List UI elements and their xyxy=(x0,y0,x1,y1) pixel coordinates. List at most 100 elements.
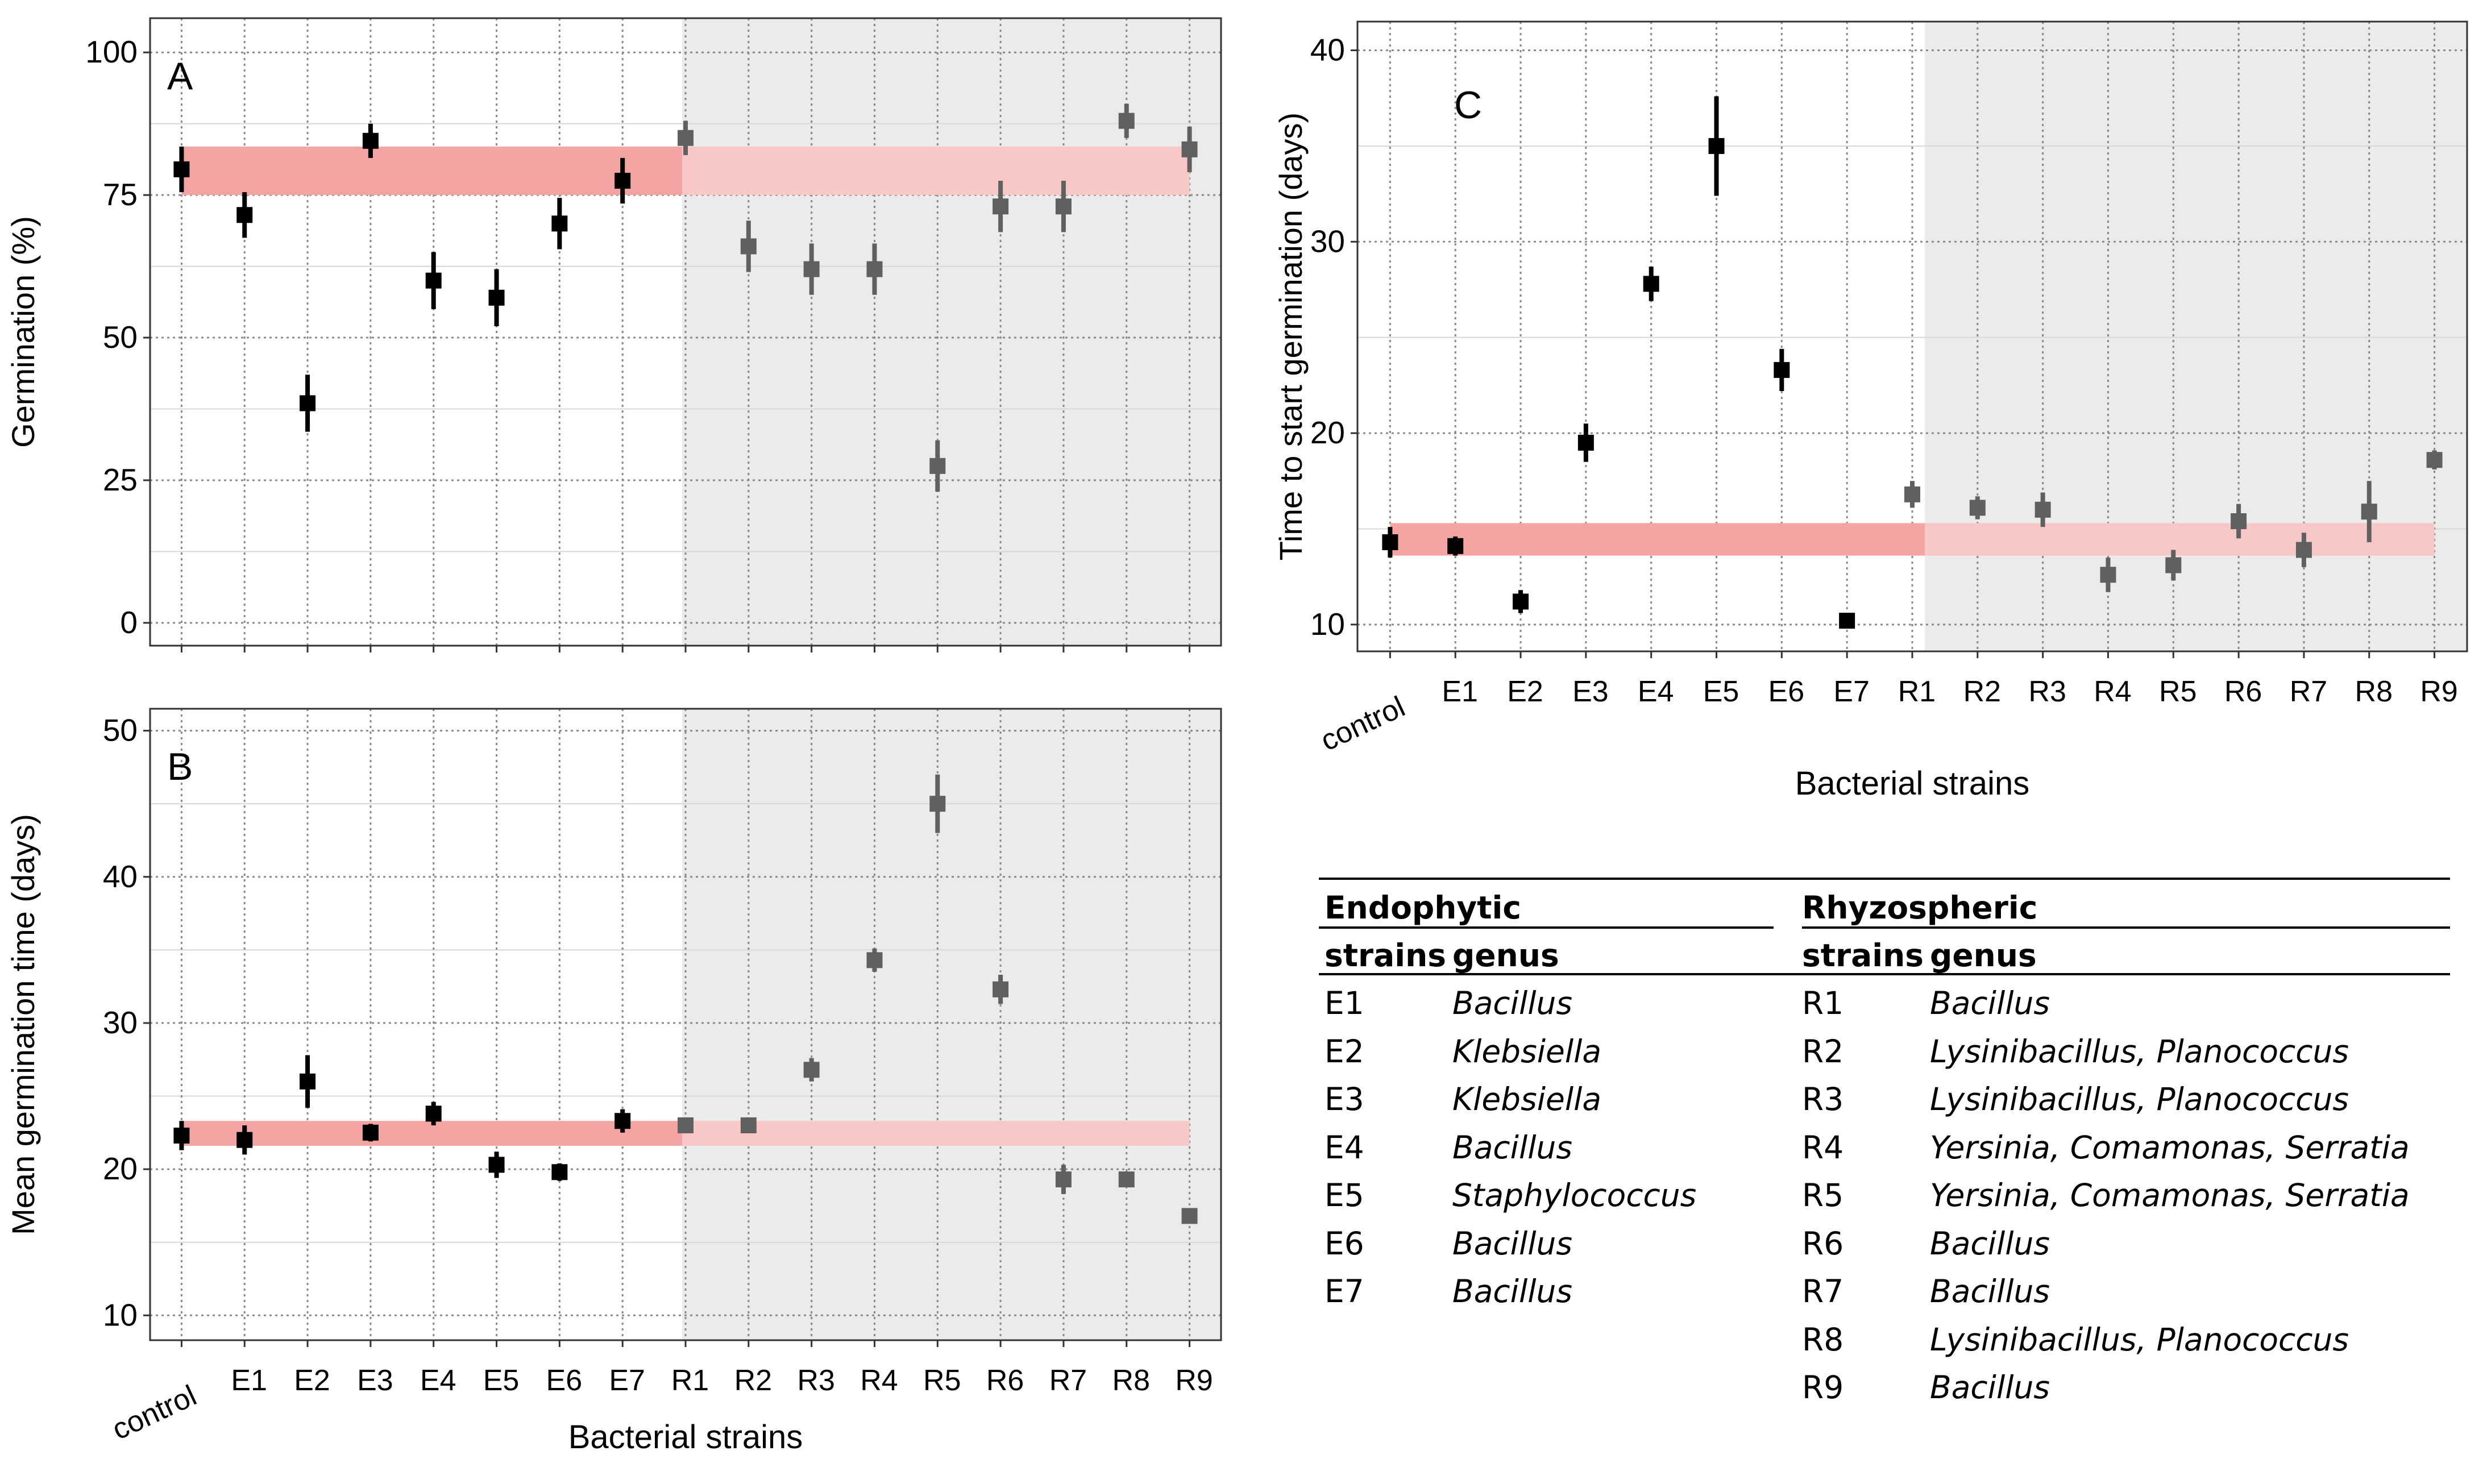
point-a-r4 xyxy=(866,261,883,277)
y-tick-label-a: 100 xyxy=(85,34,138,69)
point-c-r6 xyxy=(2231,513,2247,529)
y-tick-label-c: 10 xyxy=(1310,606,1345,642)
point-a-e5 xyxy=(488,289,505,306)
point-c-r1 xyxy=(1904,486,1920,502)
x-tick-label-c: E5 xyxy=(1703,675,1739,708)
x-tick-label-c: R6 xyxy=(2224,675,2262,708)
x-tick-label-b: E2 xyxy=(294,1364,330,1397)
point-a-r3 xyxy=(803,261,820,277)
point-b-e5 xyxy=(488,1157,505,1173)
point-b-e2 xyxy=(300,1073,316,1090)
point-c-r9 xyxy=(2426,452,2443,468)
y-tick-label-b: 10 xyxy=(103,1297,138,1332)
x-tick-label-c: R7 xyxy=(2290,675,2327,708)
point-a-r2 xyxy=(740,238,757,255)
rhyzospheric-strain-cell: R9 xyxy=(1802,1369,1844,1406)
point-a-r9 xyxy=(1181,141,1198,157)
rhyzospheric-header-rule xyxy=(1802,926,2450,929)
rhyzospheric-genus-cell: Bacillus xyxy=(1930,1273,2050,1310)
x-tick-label-b: E5 xyxy=(483,1364,520,1397)
x-tick-label-b: R1 xyxy=(671,1364,709,1397)
x-tick-label-b: R9 xyxy=(1175,1364,1213,1397)
rhyzospheric-header: Rhyzospheric xyxy=(1802,889,2038,926)
y-tick-label-b: 50 xyxy=(103,713,138,748)
x-tick-label-c: R3 xyxy=(2028,675,2066,708)
x-tick-label-c: E3 xyxy=(1572,675,1609,708)
rhyzospheric-strains-header: strains xyxy=(1802,937,1924,974)
point-a-control xyxy=(173,161,190,177)
endophytic-header-rule xyxy=(1319,926,1774,929)
x-tick-label-c: E2 xyxy=(1507,675,1543,708)
endophytic-genus-cell: Bacillus xyxy=(1452,985,1573,1021)
endophytic-strain-cell: E6 xyxy=(1324,1225,1364,1262)
point-a-e1 xyxy=(236,207,253,223)
x-tick-label-b: R8 xyxy=(1112,1364,1150,1397)
point-c-e3 xyxy=(1577,434,1594,451)
table-header-bottom-rule xyxy=(1319,973,2450,975)
point-b-r6 xyxy=(993,981,1009,997)
x-axis-label-c: Bacterial strains xyxy=(1795,765,2030,802)
point-a-r5 xyxy=(929,458,946,474)
table-top-rule xyxy=(1319,878,2450,880)
y-tick-label-a: 75 xyxy=(103,177,138,212)
point-b-e7 xyxy=(614,1113,631,1129)
panel-label-a: A xyxy=(167,55,193,98)
point-a-r6 xyxy=(993,198,1009,215)
point-b-r4 xyxy=(866,952,883,968)
point-c-r2 xyxy=(1969,500,1986,516)
point-a-e4 xyxy=(425,272,442,289)
y-axis-label-a: Germination (%) xyxy=(5,216,41,448)
control-band-light-a xyxy=(682,146,1190,196)
panel-label-c: C xyxy=(1454,84,1482,127)
x-tick-label-b: E4 xyxy=(420,1364,456,1397)
endophytic-genus-cell: Klebsiella xyxy=(1452,1081,1602,1117)
point-b-r1 xyxy=(678,1117,694,1133)
rhyzospheric-genus-cell: Yersinia, Comamonas, Serratia xyxy=(1930,1129,2410,1166)
y-tick-label-b: 30 xyxy=(103,1005,138,1040)
endophytic-strain-cell: E5 xyxy=(1324,1177,1364,1213)
control-band-a xyxy=(181,146,683,196)
point-c-r3 xyxy=(2034,501,2051,518)
point-b-r2 xyxy=(740,1117,757,1133)
endophytic-genus-cell: Bacillus xyxy=(1452,1273,1573,1310)
rhyzospheric-strain-cell: R8 xyxy=(1802,1321,1844,1358)
point-a-e2 xyxy=(300,395,316,411)
point-b-r7 xyxy=(1055,1171,1072,1188)
x-tick-label-c: control xyxy=(1316,690,1410,758)
endophytic-header: Endophytic xyxy=(1324,889,1522,926)
point-c-r8 xyxy=(2361,504,2377,520)
rhyzospheric-genus-header: genus xyxy=(1930,937,2037,974)
rhyzospheric-strain-cell: R5 xyxy=(1802,1177,1844,1213)
rhyzospheric-genus-cell: Bacillus xyxy=(1930,985,2050,1021)
x-tick-label-b: R2 xyxy=(734,1364,772,1397)
y-tick-label-a: 0 xyxy=(120,605,138,640)
endophytic-strain-cell: E3 xyxy=(1324,1081,1364,1117)
point-c-e7 xyxy=(1839,613,1855,629)
x-tick-label-c: R1 xyxy=(1898,675,1936,708)
point-b-r5 xyxy=(929,796,946,812)
rhyzospheric-strain-cell: R3 xyxy=(1802,1081,1844,1117)
panel-label-b: B xyxy=(167,745,193,788)
rhyzospheric-genus-cell: Lysinibacillus, Planococcus xyxy=(1930,1321,2349,1358)
x-tick-label-c: R8 xyxy=(2355,675,2393,708)
x-tick-label-c: E4 xyxy=(1638,675,1674,708)
rhyzospheric-strain-cell: R1 xyxy=(1802,985,1844,1021)
point-b-e1 xyxy=(236,1132,253,1148)
x-tick-label-c: E6 xyxy=(1768,675,1805,708)
x-tick-label-b: E6 xyxy=(546,1364,583,1397)
endophytic-genus-cell: Staphylococcus xyxy=(1452,1177,1697,1213)
endophytic-strain-cell: E2 xyxy=(1324,1033,1364,1070)
point-c-r4 xyxy=(2100,567,2116,583)
x-tick-label-c: R9 xyxy=(2420,675,2457,708)
x-tick-label-b: E1 xyxy=(231,1364,267,1397)
point-c-r5 xyxy=(2165,557,2182,573)
y-tick-label-a: 50 xyxy=(103,319,138,355)
point-b-r9 xyxy=(1181,1208,1198,1224)
point-b-e4 xyxy=(425,1105,442,1122)
point-c-e5 xyxy=(1708,138,1725,154)
point-b-e3 xyxy=(362,1124,379,1141)
rhyzospheric-shading-c xyxy=(1925,22,2467,651)
point-a-e3 xyxy=(362,132,379,149)
endophytic-strain-cell: E4 xyxy=(1324,1129,1364,1166)
